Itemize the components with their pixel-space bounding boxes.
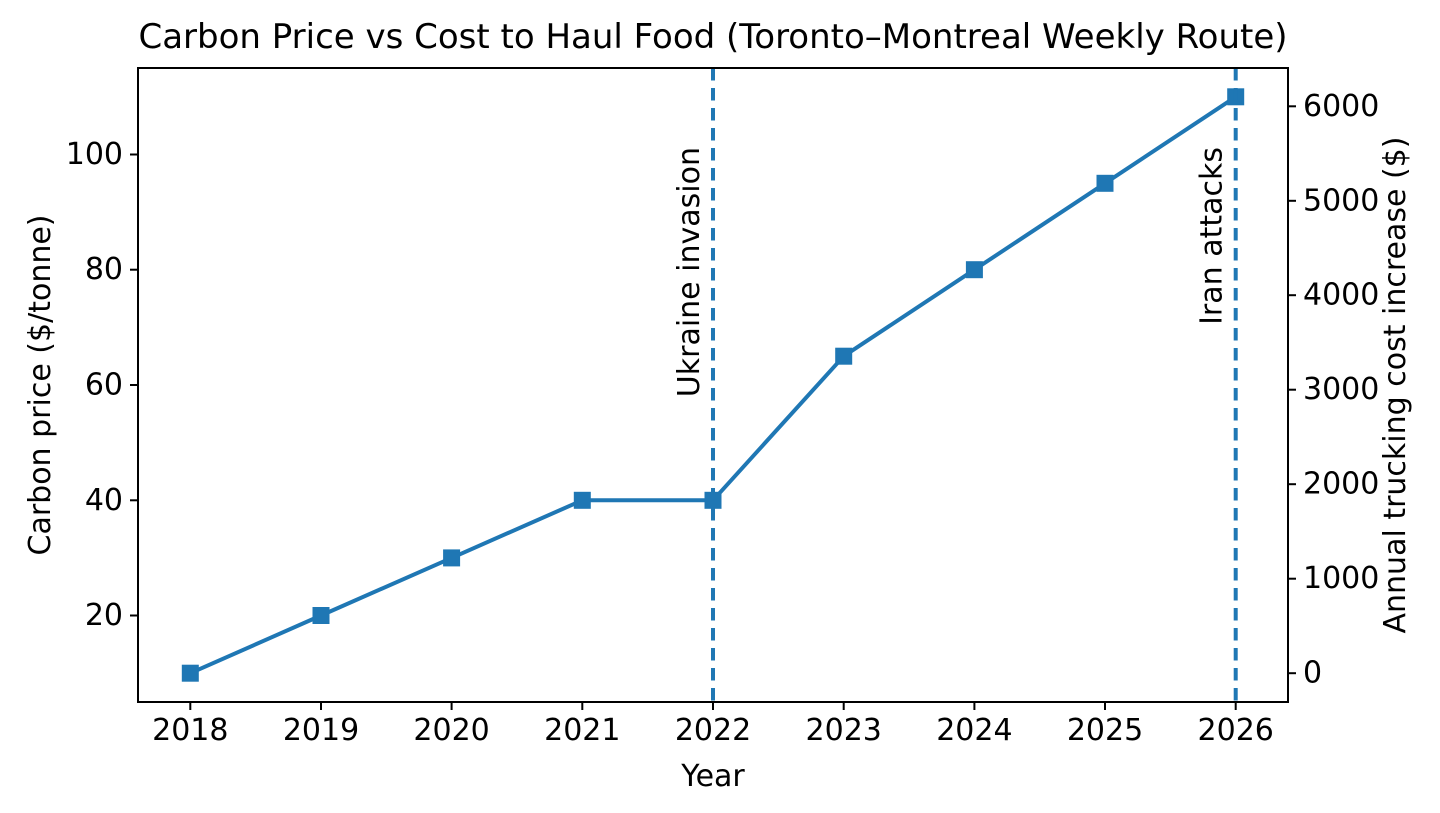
x-tick-label: 2019 (283, 713, 359, 748)
x-tick-label: 2025 (1067, 713, 1143, 748)
left-y-tick-label: 20 (85, 598, 123, 633)
data-point-2023 (835, 347, 853, 365)
left-y-tick-label: 100 (66, 137, 123, 172)
annotation-ukraine-invasion: Ukraine invasion (672, 147, 707, 397)
left-y-tick-label: 80 (85, 252, 123, 287)
x-axis-label: Year (680, 759, 745, 794)
x-tick-label: 2023 (806, 713, 882, 748)
data-point-2018 (181, 664, 199, 682)
data-point-2021 (573, 491, 591, 509)
left-y-tick-label: 60 (85, 368, 123, 403)
data-point-2024 (965, 261, 983, 279)
data-point-2019 (312, 607, 330, 624)
right-y-tick-label: 1000 (1303, 561, 1379, 596)
right-y-tick-label: 5000 (1303, 183, 1379, 218)
left-y-axis-label: Carbon price ($/tonne) (23, 214, 58, 555)
x-tick-label: 2022 (675, 713, 751, 748)
right-y-tick-label: 3000 (1303, 372, 1379, 407)
right-y-tick-label: 4000 (1303, 278, 1379, 313)
x-tick-label: 2026 (1198, 713, 1274, 748)
right-y-tick-label: 2000 (1303, 467, 1379, 502)
annotation-iran-attacks: Iran attacks (1195, 147, 1230, 325)
x-tick-label: 2024 (936, 713, 1012, 748)
x-tick-label: 2021 (544, 713, 620, 748)
x-tick-label: 2020 (413, 713, 489, 748)
right-y-axis-label: Annual trucking cost increase ($) (1378, 137, 1413, 634)
chart-title: Carbon Price vs Cost to Haul Food (Toron… (138, 17, 1287, 57)
right-y-tick-label: 0 (1303, 656, 1322, 691)
data-point-2025 (1096, 174, 1114, 192)
carbon-price-line (189, 95, 1237, 676)
left-y-tick-label: 40 (85, 483, 123, 518)
plot-border (137, 67, 1289, 703)
x-tick-label: 2018 (152, 713, 228, 748)
data-point-2020 (443, 549, 461, 567)
right-y-tick-label: 6000 (1303, 89, 1379, 124)
